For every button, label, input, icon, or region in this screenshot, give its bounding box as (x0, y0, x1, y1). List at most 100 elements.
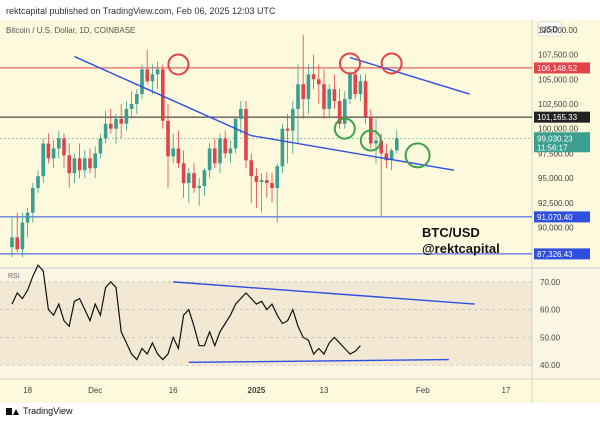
candle-body (384, 153, 389, 161)
candle-body (98, 138, 103, 154)
candle-body (10, 237, 14, 248)
level-countdown: 11:56:17 (537, 143, 568, 152)
price-tick-label: 95,000.00 (538, 174, 574, 183)
candle-body (228, 148, 233, 154)
candle-body (72, 158, 77, 174)
candle-body (233, 118, 238, 149)
time-tick-label: 13 (320, 386, 329, 395)
candle-body (332, 89, 337, 102)
price-tick-label: 100,000.00 (538, 125, 579, 134)
rsi-tick-label: 40.00 (540, 361, 561, 370)
candle-body (150, 74, 155, 82)
level-value-mid: 101,165.33 (537, 113, 578, 122)
time-tick-label: 18 (23, 386, 32, 395)
candle-body (285, 128, 290, 131)
candle-body (103, 123, 108, 139)
candle-body (129, 103, 134, 109)
price-trend-lower (251, 134, 455, 171)
price-tick-label: 97,500.00 (538, 149, 574, 158)
candle-body (155, 69, 160, 75)
candle-body (353, 74, 357, 95)
candle-body (140, 69, 144, 95)
tradingview-brand: TradingView (23, 406, 73, 416)
candlestick-chart[interactable]: Bitcoin / U.S. Dollar, 1D, COINBASE USD11… (0, 20, 600, 403)
time-tick-label: 2025 (248, 386, 266, 395)
price-trend-right (349, 56, 470, 95)
green-circle-marker (359, 129, 382, 152)
red-circle-marker (380, 52, 403, 75)
candle-body (259, 180, 264, 183)
time-tick-label: Feb (416, 386, 430, 395)
level-badge-mid (534, 111, 590, 123)
time-tick-label: 17 (502, 386, 511, 395)
candle-body (249, 160, 253, 177)
price-tick-label: 90,000.00 (538, 223, 574, 232)
red-circle-marker (167, 53, 190, 76)
time-tick-label: 16 (169, 386, 178, 395)
red-circle-marker (339, 52, 361, 75)
rsi-line (11, 264, 361, 361)
level-badge-resistance (534, 62, 590, 74)
price-tick-label: 110,000.00 (538, 26, 578, 35)
candle-body (145, 69, 149, 82)
candle-body (218, 138, 222, 164)
candle-body (161, 69, 165, 121)
currency-label: USD (541, 25, 558, 34)
candle-body (317, 79, 321, 85)
level-value-lower-support: 87,326.43 (537, 250, 573, 259)
time-tick-label: Dec (88, 386, 102, 395)
chart-area[interactable]: Bitcoin / U.S. Dollar, 1D, COINBASE USD 11… (0, 20, 600, 403)
price-tick-label: 102,500.00 (538, 100, 579, 109)
candle-body (67, 155, 71, 174)
tradingview-footer: TradingView (6, 406, 73, 416)
candle-body (166, 120, 170, 157)
candle-body (311, 74, 316, 80)
level-value-support: 91,070.40 (537, 213, 573, 222)
candle-body (239, 108, 243, 119)
price-trend-left (74, 55, 252, 137)
level-value-current: 99,030.23 (537, 134, 573, 143)
candle-body (114, 118, 118, 129)
candle-body (124, 108, 129, 124)
candle-body (187, 173, 191, 184)
candle-body (348, 74, 352, 100)
candle-body (322, 84, 326, 109)
publish-header: rektcapital published on TradingView.com… (6, 6, 276, 16)
candle-body (265, 180, 269, 184)
level-value-resistance: 106,148.52 (537, 64, 578, 73)
candle-body (77, 158, 82, 171)
rsi-trend-lower (188, 358, 449, 364)
time-axis-background (0, 379, 600, 403)
candle-body (270, 183, 274, 188)
candle-body (327, 89, 331, 109)
candle-body (275, 166, 279, 188)
candle-body (343, 99, 347, 124)
tradingview-logo-icon (6, 407, 20, 416)
rsi-tick-label: 50.00 (540, 333, 561, 342)
candle-body (83, 158, 87, 171)
candle-body (374, 140, 378, 144)
candle-body (197, 185, 201, 188)
rsi-band (0, 281, 532, 366)
candle-body (306, 74, 311, 100)
candle-body (192, 173, 196, 188)
candle-body (36, 176, 40, 188)
candle-body (223, 138, 227, 154)
annotation-pair: BTC/USD (422, 225, 480, 240)
rsi-trend-upper (173, 281, 475, 305)
candle-body (337, 101, 342, 124)
green-circle-marker (404, 142, 431, 169)
candle-body (181, 163, 186, 184)
level-badge-support (534, 211, 590, 223)
candle-body (20, 222, 25, 250)
candle-body (389, 150, 394, 161)
rsi-tick-label: 60.00 (540, 306, 561, 315)
candle-body (135, 94, 139, 104)
candle-body (296, 84, 300, 109)
currency-badge[interactable] (537, 21, 563, 37)
level-badge-current (534, 132, 590, 153)
candle-body (62, 138, 66, 156)
candle-body (93, 153, 97, 169)
candle-body (57, 138, 61, 149)
candle-body (379, 140, 383, 154)
